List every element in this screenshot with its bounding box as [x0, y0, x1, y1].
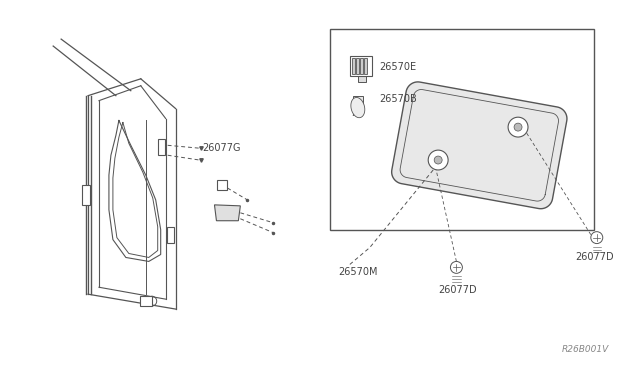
Circle shape — [428, 150, 448, 170]
Circle shape — [434, 156, 442, 164]
Bar — [353, 96, 363, 104]
Bar — [358, 76, 366, 82]
Bar — [157, 140, 164, 155]
Polygon shape — [353, 103, 363, 115]
Circle shape — [514, 123, 522, 131]
Text: 26570E: 26570E — [380, 62, 417, 72]
Bar — [350, 56, 372, 76]
Text: 26077G: 26077G — [202, 143, 241, 153]
Bar — [356, 58, 359, 74]
Text: 26570B: 26570B — [380, 94, 417, 104]
Text: 26077D: 26077D — [438, 285, 477, 295]
Bar — [166, 227, 173, 243]
Polygon shape — [351, 97, 365, 118]
Bar — [82, 185, 90, 205]
Polygon shape — [392, 82, 567, 209]
Bar — [364, 58, 367, 74]
Circle shape — [591, 232, 603, 244]
Circle shape — [451, 262, 462, 273]
Text: R26B001V: R26B001V — [561, 345, 609, 354]
Bar — [140, 296, 152, 306]
Circle shape — [508, 117, 528, 137]
Bar — [330, 29, 594, 230]
Text: 26570M: 26570M — [338, 267, 378, 278]
Text: 26077D: 26077D — [575, 251, 614, 262]
Bar — [352, 58, 355, 74]
Polygon shape — [214, 205, 241, 221]
Bar — [360, 58, 363, 74]
Bar — [218, 180, 227, 190]
